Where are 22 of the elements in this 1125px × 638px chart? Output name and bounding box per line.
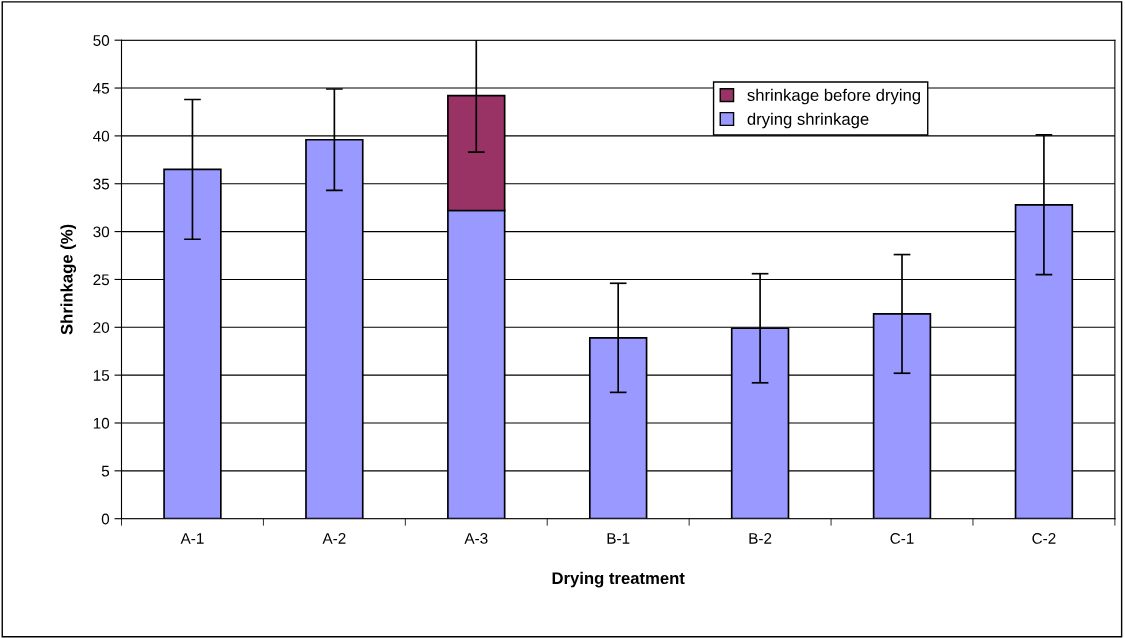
- x-axis-title: Drying treatment: [552, 571, 685, 588]
- y-axis-title: Shrinkage (%): [60, 224, 77, 335]
- x-tick-label: A-2: [322, 532, 346, 544]
- x-tick-label: B-1: [607, 533, 630, 544]
- y-tick-label: 50: [93, 35, 110, 46]
- y-tick-label: 25: [93, 274, 110, 286]
- x-tick-label: C-1: [890, 532, 914, 544]
- y-tick-label: 20: [93, 322, 110, 333]
- y-tick-label: 15: [93, 370, 110, 381]
- y-tick-label: 10: [93, 417, 110, 429]
- legend-label: drying shrinkage: [747, 112, 869, 129]
- y-tick-label: 0: [101, 513, 110, 525]
- y-tick-label: 5: [101, 465, 110, 477]
- legend-label: shrinkage before drying: [747, 88, 921, 105]
- x-tick-label: A-1: [180, 533, 204, 544]
- y-tick-label: 35: [93, 178, 110, 190]
- x-tick-label: B-2: [749, 532, 772, 544]
- y-tick-label: 40: [93, 130, 110, 142]
- x-tick-label: C-2: [1032, 532, 1056, 544]
- x-tick-label: A-3: [464, 532, 488, 544]
- y-tick-label: 45: [93, 83, 110, 94]
- y-tick-label: 30: [93, 226, 110, 238]
